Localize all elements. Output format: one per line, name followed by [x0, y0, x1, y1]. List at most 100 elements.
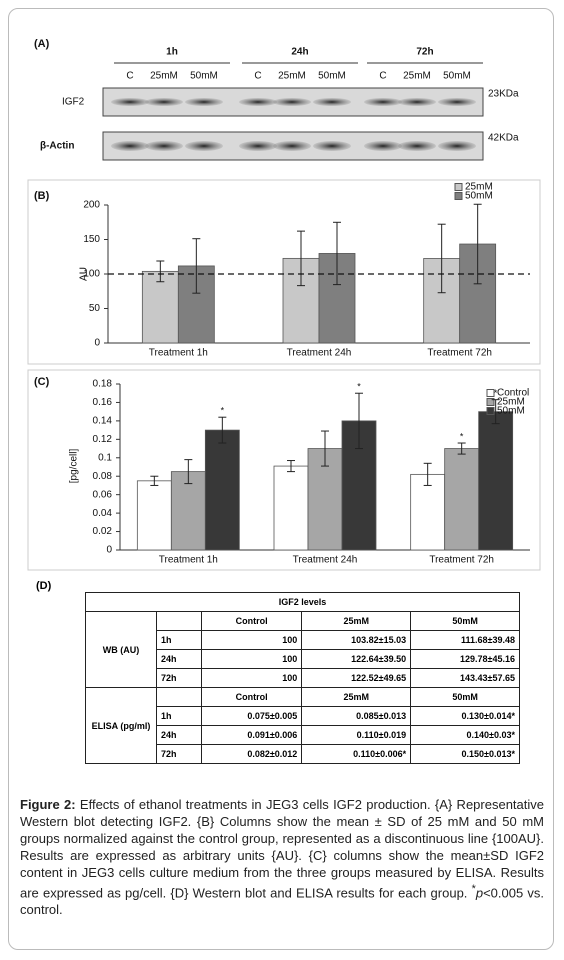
column-header: 50mM	[410, 611, 520, 631]
blot-band	[364, 98, 402, 106]
value-cell: 111.68±39.48	[410, 630, 520, 650]
blot-band	[145, 98, 183, 106]
row-size: 42KDa	[488, 133, 519, 144]
error-bar	[333, 221, 341, 286]
error-bar	[321, 430, 329, 467]
legend-swatch	[486, 389, 495, 397]
bar	[204, 429, 240, 551]
blot-band	[111, 141, 149, 151]
time-cell: 1h	[156, 706, 202, 726]
significance-mark: *	[460, 431, 464, 441]
y-tick-label: 100	[83, 269, 100, 280]
legend-label: 25mM	[465, 182, 493, 193]
value-cell: 0.150±0.013*	[410, 744, 520, 764]
y-tick-label: 0.16	[93, 397, 113, 408]
legend-swatch	[486, 407, 495, 415]
panel-label: (D)	[36, 580, 52, 592]
caption: Figure 2: Effects of ethanol treatments …	[20, 796, 544, 918]
lane-label: 25mM	[403, 71, 431, 82]
value-cell: 122.64±39.50	[301, 649, 412, 669]
error-bar	[457, 442, 466, 455]
y-tick-label: 200	[83, 200, 100, 211]
value-cell: 100	[200, 649, 303, 669]
lane-label: 25mM	[278, 71, 306, 82]
error-bar	[423, 462, 432, 486]
y-tick-label: 0.18	[93, 379, 113, 390]
x-tick-label: Treatment 24h	[293, 555, 358, 566]
table-row: 72h 0.082±0.012 0.110±0.006* 0.150±0.013*	[86, 744, 520, 764]
blot-band	[438, 141, 476, 151]
x-tick-label: Treatment 1h	[159, 555, 218, 566]
lane-label: 25mM	[150, 71, 178, 82]
blot-band	[438, 98, 476, 106]
bar	[136, 480, 172, 551]
column-header: 25mM	[301, 687, 412, 707]
legend-label: 50mM	[497, 406, 525, 417]
table-row: WB (AU) Control 25mM 50mM	[85, 611, 520, 688]
bar	[478, 411, 514, 551]
panel-frame	[27, 369, 541, 571]
blot-band	[239, 98, 277, 106]
x-tick-label: Treatment 24h	[287, 348, 352, 359]
column-header: Control	[200, 687, 303, 707]
caption-label: Figure 2:	[20, 797, 76, 812]
y-tick-label: 0.14	[93, 416, 113, 427]
y-tick-label: 150	[83, 234, 100, 245]
value-cell: 0.085±0.013	[301, 706, 412, 726]
error-bar	[287, 460, 295, 473]
blot-band	[239, 141, 277, 151]
time-point: 24h	[291, 47, 308, 58]
results-table: IGF2 levels WB (AU) Control 25mM 50mM 1h 100 10…	[85, 592, 520, 764]
section-label: ELISA (pg/ml)	[85, 687, 157, 764]
legend-label: 25mM	[497, 397, 525, 408]
y-tick-label: 0.02	[93, 526, 113, 537]
legend-label: Control	[497, 388, 529, 399]
table-row: IGF2 levels	[85, 592, 520, 612]
time-cell: 72h	[156, 744, 202, 764]
value-cell: 0.140±0.03*	[410, 725, 520, 745]
panel-label: (B)	[34, 190, 50, 202]
time-cell: 24h	[156, 649, 202, 669]
significance-mark: *	[221, 406, 225, 416]
legend-label: 50mM	[465, 191, 493, 202]
blot-band	[273, 141, 311, 151]
bar	[444, 448, 480, 551]
error-bar	[437, 223, 446, 294]
x-tick-label: Treatment 72h	[429, 555, 494, 566]
section-label: WB (AU)	[85, 611, 157, 688]
panel-label: (C)	[34, 376, 50, 388]
row-size: 23KDa	[488, 89, 519, 100]
lane-label: 50mM	[190, 71, 218, 82]
blot-band	[313, 98, 351, 106]
table-row: 1h 100 103.82±15.03 111.68±39.48	[86, 630, 520, 650]
lane-label: C	[254, 71, 261, 82]
error-bar	[184, 459, 193, 485]
column-header: 25mM	[301, 611, 412, 631]
table-title: IGF2 levels	[85, 592, 520, 612]
lane-label: 50mM	[318, 71, 346, 82]
time-cell: 24h	[156, 725, 202, 745]
significance-mark: *	[357, 382, 361, 392]
blot-band	[364, 141, 402, 151]
value-cell: 0.110±0.006*	[301, 744, 412, 764]
column-header: 50mM	[410, 687, 520, 707]
y-tick-label: 0.04	[93, 508, 113, 519]
time-cell: 72h	[156, 668, 202, 688]
legend-swatch	[454, 192, 463, 200]
time-point: 72h	[416, 47, 433, 58]
blot-band	[398, 141, 436, 151]
value-cell: 129.78±45.16	[410, 649, 520, 669]
blot-band	[111, 98, 149, 106]
y-tick-label: 0.1	[98, 452, 112, 463]
row-name: β-Actin	[40, 141, 74, 152]
error-bar	[355, 392, 363, 450]
y-tick-label: 0.06	[93, 489, 113, 500]
blot-band	[313, 141, 351, 151]
value-cell: 100	[200, 630, 303, 650]
error-bar	[192, 238, 201, 294]
blot-band	[185, 98, 223, 106]
footnote-mark: *	[471, 883, 476, 895]
panel-frame	[27, 179, 541, 365]
bar	[410, 473, 446, 551]
